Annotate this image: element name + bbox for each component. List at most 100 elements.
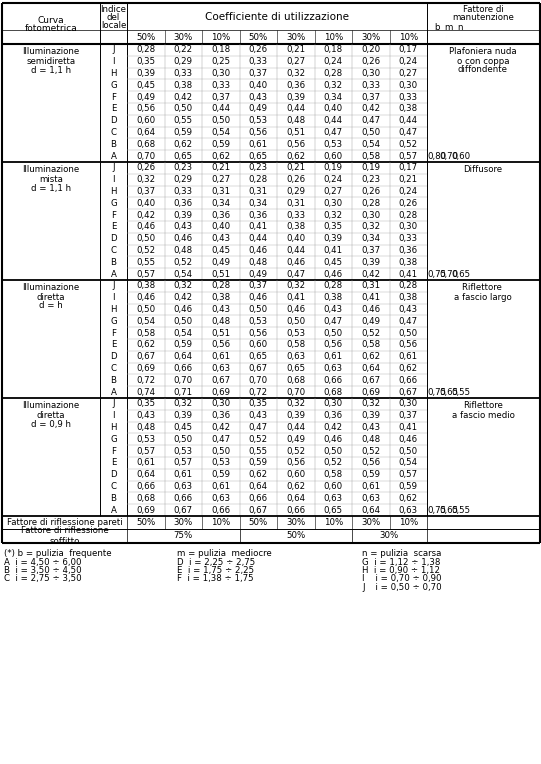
Text: 0,53: 0,53 bbox=[286, 329, 305, 338]
Text: 0,34: 0,34 bbox=[324, 92, 343, 102]
Text: 0,46: 0,46 bbox=[174, 235, 193, 243]
Text: C: C bbox=[110, 364, 116, 373]
Text: 0,46: 0,46 bbox=[324, 435, 343, 444]
Text: 0,50: 0,50 bbox=[399, 447, 418, 455]
Text: 0,80: 0,80 bbox=[427, 153, 446, 161]
Text: 0,67: 0,67 bbox=[399, 387, 418, 397]
Text: 0,30: 0,30 bbox=[399, 400, 418, 409]
Text: 0,65: 0,65 bbox=[249, 352, 268, 361]
Text: 0,38: 0,38 bbox=[286, 222, 305, 231]
Text: 0,68: 0,68 bbox=[136, 494, 155, 503]
Text: 0,41: 0,41 bbox=[249, 222, 268, 231]
Text: 0,42: 0,42 bbox=[174, 92, 193, 102]
Text: G: G bbox=[110, 81, 117, 90]
Text: 0,46: 0,46 bbox=[174, 305, 193, 314]
Text: 0,47: 0,47 bbox=[324, 317, 343, 325]
Text: 0,39: 0,39 bbox=[286, 92, 305, 102]
Text: H: H bbox=[110, 69, 117, 78]
Text: H  i = 0,90 ÷ 1,12: H i = 0,90 ÷ 1,12 bbox=[362, 566, 440, 575]
Text: 0,69: 0,69 bbox=[136, 364, 155, 373]
Text: 0,36: 0,36 bbox=[399, 246, 418, 255]
Text: 0,39: 0,39 bbox=[286, 411, 305, 420]
Text: 0,53: 0,53 bbox=[136, 435, 155, 444]
Text: 0,44: 0,44 bbox=[286, 246, 305, 255]
Text: 0,48: 0,48 bbox=[286, 116, 305, 125]
Text: 0,75: 0,75 bbox=[427, 270, 446, 280]
Text: 0,49: 0,49 bbox=[249, 105, 268, 113]
Text: 0,61: 0,61 bbox=[324, 352, 343, 361]
Text: Illuminazione: Illuminazione bbox=[22, 283, 80, 293]
Text: 0,64: 0,64 bbox=[136, 128, 155, 137]
Text: d = 0,9 h: d = 0,9 h bbox=[31, 419, 71, 429]
Text: 0,46: 0,46 bbox=[286, 257, 305, 267]
Text: 0,64: 0,64 bbox=[286, 494, 305, 503]
Text: 0,62: 0,62 bbox=[286, 482, 305, 491]
Text: 0,46: 0,46 bbox=[136, 293, 155, 303]
Text: (*) b = pulizia  frequente: (*) b = pulizia frequente bbox=[4, 549, 111, 558]
Text: 0,55: 0,55 bbox=[249, 447, 268, 455]
Text: 0,65: 0,65 bbox=[249, 151, 268, 160]
Text: 0,30: 0,30 bbox=[324, 400, 343, 409]
Text: 0,32: 0,32 bbox=[361, 400, 380, 409]
Text: 0,32: 0,32 bbox=[174, 400, 193, 409]
Text: 0,18: 0,18 bbox=[324, 45, 343, 54]
Text: 0,57: 0,57 bbox=[399, 151, 418, 160]
Text: 0,28: 0,28 bbox=[361, 199, 380, 208]
Text: 0,54: 0,54 bbox=[361, 140, 380, 149]
Text: 0,62: 0,62 bbox=[399, 364, 418, 373]
Text: E: E bbox=[111, 105, 116, 113]
Text: 0,44: 0,44 bbox=[211, 105, 230, 113]
Text: 0,52: 0,52 bbox=[361, 329, 380, 338]
Text: 0,59: 0,59 bbox=[174, 341, 193, 349]
Text: 0,62: 0,62 bbox=[136, 341, 155, 349]
Text: 0,41: 0,41 bbox=[399, 270, 418, 279]
Text: 0,70: 0,70 bbox=[286, 387, 305, 397]
Text: Riflettore: Riflettore bbox=[463, 402, 503, 410]
Text: a fascio largo: a fascio largo bbox=[454, 293, 512, 302]
Text: 0,39: 0,39 bbox=[136, 69, 155, 78]
Text: I: I bbox=[112, 293, 115, 303]
Text: 30%: 30% bbox=[361, 518, 380, 527]
Text: d = 1,1 h: d = 1,1 h bbox=[31, 66, 71, 75]
Text: n = pulizia  scarsa: n = pulizia scarsa bbox=[362, 549, 441, 558]
Text: 0,45: 0,45 bbox=[211, 246, 230, 255]
Text: 0,45: 0,45 bbox=[324, 257, 343, 267]
Text: 0,35: 0,35 bbox=[249, 400, 268, 409]
Text: 0,57: 0,57 bbox=[399, 470, 418, 479]
Text: 0,63: 0,63 bbox=[174, 482, 193, 491]
Text: 30%: 30% bbox=[286, 518, 305, 527]
Text: 0,67: 0,67 bbox=[361, 376, 380, 385]
Text: 0,59: 0,59 bbox=[211, 470, 230, 479]
Text: A: A bbox=[110, 506, 116, 515]
Text: 0,65: 0,65 bbox=[324, 506, 343, 515]
Text: 0,45: 0,45 bbox=[174, 423, 193, 432]
Text: 0,59: 0,59 bbox=[361, 470, 380, 479]
Text: 0,31: 0,31 bbox=[211, 187, 230, 196]
Text: 0,29: 0,29 bbox=[286, 187, 305, 196]
Text: 0,37: 0,37 bbox=[211, 92, 230, 102]
Text: 0,55: 0,55 bbox=[451, 389, 471, 397]
Text: 30%: 30% bbox=[174, 518, 193, 527]
Text: 0,59: 0,59 bbox=[211, 140, 230, 149]
Text: 0,30: 0,30 bbox=[211, 400, 230, 409]
Text: 0,60: 0,60 bbox=[249, 341, 268, 349]
Text: 0,56: 0,56 bbox=[361, 458, 380, 468]
Text: J: J bbox=[112, 163, 115, 173]
Text: 0,44: 0,44 bbox=[399, 116, 418, 125]
Text: 10%: 10% bbox=[399, 518, 418, 527]
Text: 0,50: 0,50 bbox=[249, 305, 268, 314]
Text: 0,44: 0,44 bbox=[324, 116, 343, 125]
Text: semidiretta: semidiretta bbox=[27, 57, 76, 66]
Text: 0,68: 0,68 bbox=[324, 387, 343, 397]
Text: 0,61: 0,61 bbox=[174, 470, 193, 479]
Text: 0,57: 0,57 bbox=[136, 270, 155, 279]
Text: 0,55: 0,55 bbox=[451, 507, 471, 516]
Text: 0,31: 0,31 bbox=[286, 199, 305, 208]
Text: 0,22: 0,22 bbox=[174, 45, 193, 54]
Text: 0,62: 0,62 bbox=[399, 494, 418, 503]
Text: 0,28: 0,28 bbox=[399, 211, 418, 219]
Text: 0,50: 0,50 bbox=[399, 329, 418, 338]
Text: 0,35: 0,35 bbox=[324, 222, 343, 231]
Text: D: D bbox=[110, 352, 117, 361]
Text: 0,34: 0,34 bbox=[211, 199, 230, 208]
